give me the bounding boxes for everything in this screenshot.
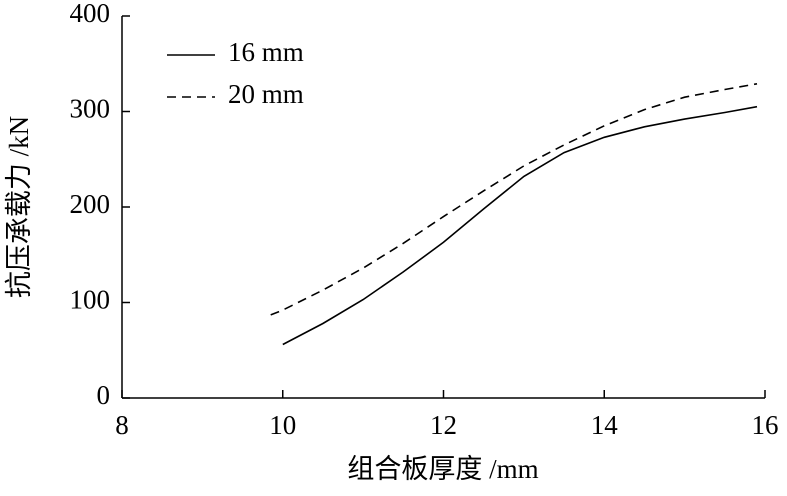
series-line xyxy=(282,105,758,346)
y-tick-label: 100 xyxy=(70,285,111,315)
series-line xyxy=(270,83,758,316)
x-tick-label: 14 xyxy=(591,410,619,440)
y-axis-label: 抗压承载力 /kN xyxy=(4,116,34,298)
x-axis-label: 组合板厚度 /mm xyxy=(347,454,538,484)
legend-label: 16 mm xyxy=(228,37,304,67)
y-tick-label: 400 xyxy=(70,0,111,28)
x-tick-label: 10 xyxy=(269,410,296,440)
y-tick-label: 300 xyxy=(70,94,111,124)
x-tick-label: 16 xyxy=(752,410,779,440)
y-tick-label: 200 xyxy=(70,189,111,219)
legend-label: 20 mm xyxy=(228,79,304,109)
x-tick-label: 8 xyxy=(115,410,129,440)
y-tick-label: 0 xyxy=(97,380,111,410)
x-tick-label: 12 xyxy=(430,410,457,440)
